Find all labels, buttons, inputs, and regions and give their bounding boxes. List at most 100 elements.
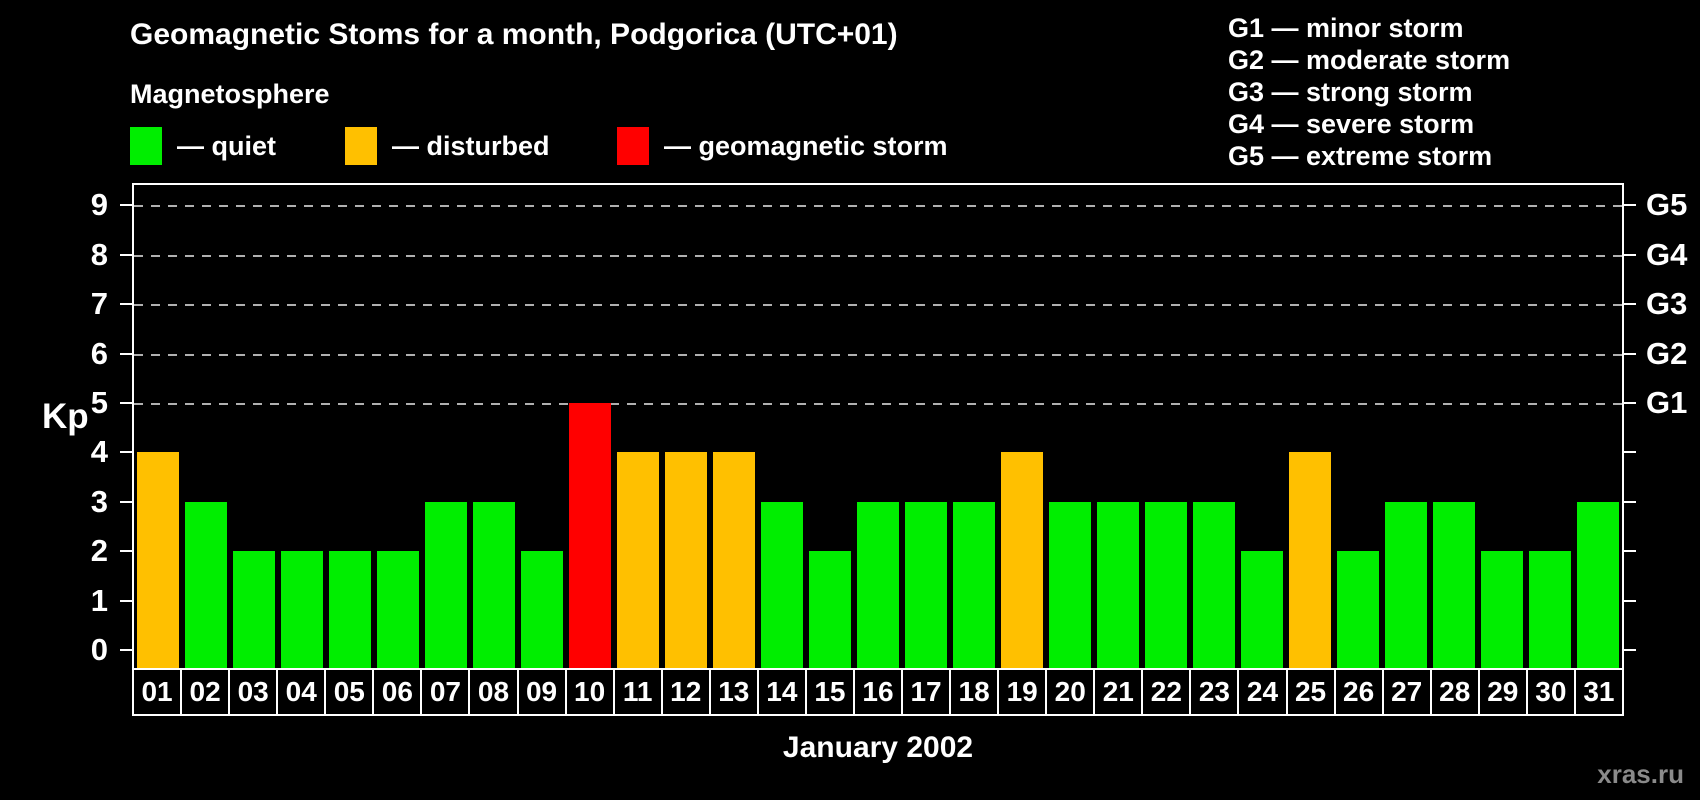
right-axis-tick-6	[1624, 352, 1636, 355]
bar-day-04	[281, 551, 323, 668]
legend-item-quiet: — quiet	[130, 124, 276, 168]
bar-day-01	[137, 452, 179, 668]
day-label-07: 07	[422, 670, 471, 714]
gridline-kp-7	[134, 304, 1622, 307]
bar-day-05	[329, 551, 371, 668]
day-label-14: 14	[759, 670, 807, 714]
disturbed-color-swatch	[345, 127, 377, 165]
bar-day-19	[1001, 452, 1043, 668]
bar-day-07	[425, 501, 467, 668]
day-label-25: 25	[1288, 670, 1336, 714]
bar-day-03	[233, 551, 275, 668]
bar-day-10	[569, 403, 611, 668]
day-label-13: 13	[711, 670, 759, 714]
left-axis-tick-4	[120, 451, 132, 454]
bar-day-29	[1481, 551, 1523, 668]
bar-day-20	[1049, 501, 1091, 668]
right-axis-label-G1: G1	[1646, 385, 1688, 420]
y-axis-label-4: 4	[90, 434, 108, 470]
bar-day-23	[1193, 501, 1235, 668]
legend-label-storm: — geomagnetic storm	[664, 130, 948, 161]
bar-day-24	[1241, 551, 1283, 668]
legend-item-disturbed: — disturbed	[345, 124, 550, 168]
bar-day-13	[713, 452, 755, 668]
day-label-02: 02	[182, 670, 231, 714]
day-label-10: 10	[567, 670, 615, 714]
left-axis-tick-0	[120, 649, 132, 651]
right-axis-tick-4	[1624, 451, 1636, 454]
right-axis-tick-5	[1624, 402, 1636, 404]
x-axis-day-labels: 01 02 03 04 05 06 07 08 09 10 11 12 13 14 15 16 17 18 19 20…	[132, 668, 1624, 716]
y-axis-label-0: 0	[90, 632, 108, 667]
y-axis-title: Kp	[42, 397, 89, 436]
left-axis-tick-1	[120, 599, 132, 602]
day-label-26: 26	[1336, 670, 1384, 714]
right-axis-tick-2	[1624, 550, 1636, 553]
right-axis-tick-8	[1624, 253, 1636, 256]
storm-color-swatch	[617, 127, 649, 165]
gridline-kp-6	[134, 353, 1622, 356]
right-axis-tick-9	[1624, 204, 1636, 207]
storm-scale-g4: G4 — severe storm	[1228, 109, 1475, 139]
storm-scale-legend: G1 — minor storm G2 — moderate storm G3 …	[1228, 12, 1510, 172]
left-axis-tick-2	[120, 550, 132, 553]
bar-day-31	[1577, 501, 1619, 668]
day-label-23: 23	[1191, 670, 1240, 714]
day-label-09: 09	[519, 670, 567, 714]
day-label-11: 11	[615, 670, 663, 714]
right-axis-label-G5: G5	[1646, 187, 1688, 223]
bar-day-15	[809, 551, 851, 668]
day-label-18: 18	[951, 670, 1000, 714]
right-axis-tick-0	[1624, 649, 1636, 651]
bar-day-12	[665, 452, 707, 668]
right-axis-label-G3: G3	[1646, 286, 1688, 322]
day-label-24: 24	[1239, 670, 1288, 714]
left-axis-tick-6	[120, 352, 132, 355]
day-label-15: 15	[807, 670, 855, 714]
day-label-22: 22	[1143, 670, 1192, 714]
quiet-color-swatch	[130, 127, 162, 165]
storm-scale-g5: G5 — extreme storm	[1228, 141, 1493, 171]
gridline-kp-9	[134, 205, 1622, 208]
right-axis-tick-7	[1624, 303, 1636, 306]
day-label-19: 19	[999, 670, 1048, 714]
chart-title: Geomagnetic Stoms for a month, Podgorica…	[130, 18, 898, 51]
x-axis-title: January 2002	[782, 731, 974, 764]
legend-label-quiet: — quiet	[177, 130, 276, 161]
legend-item-storm: — geomagnetic storm	[617, 124, 948, 168]
y-axis-label-9: 9	[90, 187, 108, 223]
day-label-27: 27	[1384, 670, 1432, 714]
right-axis-label-G4: G4	[1646, 236, 1688, 272]
day-label-17: 17	[903, 670, 952, 714]
bar-day-25	[1289, 452, 1331, 668]
y-axis-label-8: 8	[90, 236, 108, 272]
magnetosphere-legend-heading: Magnetosphere	[130, 79, 330, 109]
bar-day-26	[1337, 551, 1379, 668]
day-label-01: 01	[134, 670, 183, 714]
y-axis-label-6: 6	[90, 335, 108, 371]
right-axis-label-G2: G2	[1646, 335, 1688, 371]
bar-day-14	[761, 501, 803, 668]
day-label-12: 12	[663, 670, 711, 714]
storm-scale-g1: G1 — minor storm	[1228, 13, 1464, 43]
bar-day-17	[905, 501, 947, 668]
bar-day-16	[857, 501, 899, 668]
day-label-08: 08	[470, 670, 519, 714]
plot-area	[132, 183, 1624, 668]
y-axis-label-1: 1	[90, 582, 108, 618]
left-axis-tick-8	[120, 253, 132, 256]
day-label-05: 05	[326, 670, 375, 714]
day-label-28: 28	[1432, 670, 1480, 714]
bar-day-02	[185, 501, 227, 668]
day-label-03: 03	[230, 670, 279, 714]
storm-scale-g3: G3 — strong storm	[1228, 77, 1473, 107]
bar-day-22	[1145, 501, 1187, 668]
bar-day-21	[1097, 501, 1139, 668]
bar-day-18	[953, 501, 995, 668]
day-label-31: 31	[1583, 676, 1615, 707]
watermark: xras.ru	[1597, 759, 1684, 789]
day-label-20: 20	[1047, 670, 1096, 714]
legend-label-disturbed: — disturbed	[392, 130, 550, 161]
y-axis-label-3: 3	[90, 483, 108, 519]
